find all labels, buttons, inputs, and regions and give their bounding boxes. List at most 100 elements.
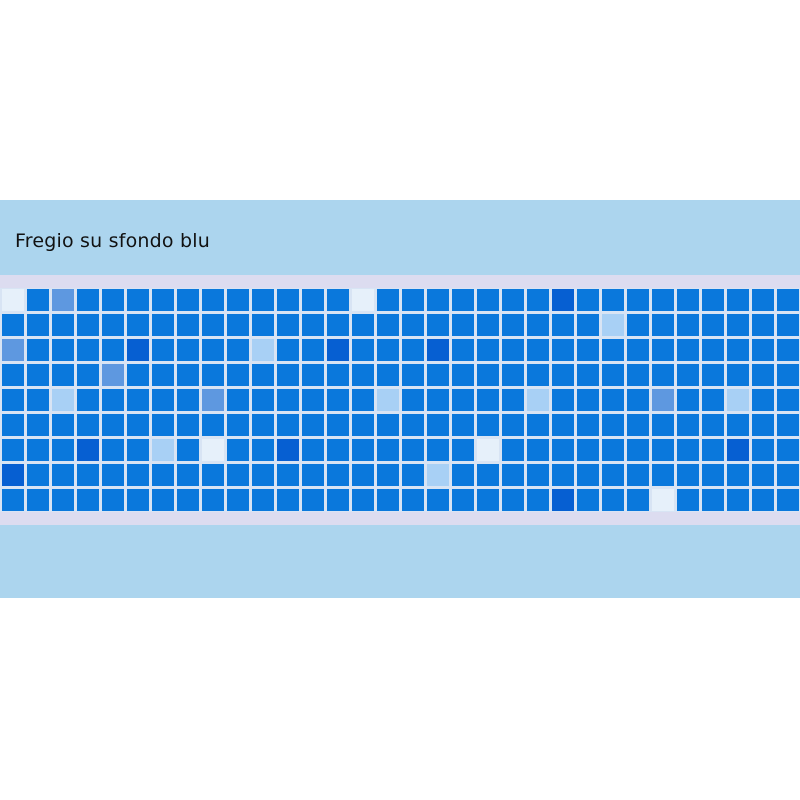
mosaic-tile [427, 364, 449, 386]
mosaic-tile [527, 439, 549, 461]
mosaic-tile [427, 464, 449, 486]
mosaic-tile [527, 464, 549, 486]
mosaic-tile [427, 489, 449, 511]
mosaic-tile [477, 414, 499, 436]
mosaic-tile [77, 389, 99, 411]
mosaic-tile [702, 339, 724, 361]
mosaic-tile [352, 364, 374, 386]
mosaic-tile [227, 339, 249, 361]
mosaic-tile [2, 314, 24, 336]
mosaic-tile [702, 389, 724, 411]
mosaic-tile [602, 364, 624, 386]
mosaic-tile [752, 364, 774, 386]
mosaic-tile [277, 464, 299, 486]
mosaic-tile [52, 414, 74, 436]
mosaic-tile [627, 389, 649, 411]
mosaic-tile [552, 439, 574, 461]
mosaic-tile [177, 439, 199, 461]
mosaic-tile [152, 414, 174, 436]
mosaic-tile [252, 489, 274, 511]
mosaic-tile [77, 289, 99, 311]
mosaic-tile [727, 314, 749, 336]
mosaic-tile [577, 464, 599, 486]
mosaic-tile [402, 314, 424, 336]
mosaic-tile [727, 414, 749, 436]
mosaic-tile [677, 464, 699, 486]
mosaic-tile [202, 289, 224, 311]
mosaic-tile [352, 464, 374, 486]
mosaic-tile [352, 389, 374, 411]
mosaic-tile [752, 339, 774, 361]
mosaic-tile [2, 414, 24, 436]
mosaic-tile [552, 314, 574, 336]
mosaic-tile [377, 389, 399, 411]
mosaic-tile [202, 339, 224, 361]
mosaic-tile [527, 364, 549, 386]
mosaic-tile [252, 364, 274, 386]
mosaic-tile [27, 364, 49, 386]
mosaic-tile [152, 439, 174, 461]
mosaic-tile [327, 339, 349, 361]
mosaic-tile [527, 289, 549, 311]
mosaic-tile [727, 389, 749, 411]
mosaic-tile [52, 364, 74, 386]
mosaic-tile [227, 414, 249, 436]
mosaic-tile [127, 489, 149, 511]
mosaic-tile [277, 439, 299, 461]
mosaic-tile [552, 339, 574, 361]
mosaic-tile [752, 464, 774, 486]
mosaic-tile [27, 389, 49, 411]
mosaic-tile [227, 464, 249, 486]
mosaic-tile [102, 489, 124, 511]
mosaic-tile [477, 314, 499, 336]
mosaic-tile [502, 364, 524, 386]
mosaic-tile [552, 414, 574, 436]
mosaic-tile [677, 314, 699, 336]
mosaic-tile [2, 489, 24, 511]
mosaic-tile [52, 314, 74, 336]
mosaic-tile [327, 489, 349, 511]
mosaic-tile [102, 314, 124, 336]
mosaic-tile [27, 464, 49, 486]
mosaic-tile [452, 289, 474, 311]
mosaic-tile [652, 489, 674, 511]
mosaic-tile [127, 339, 149, 361]
mosaic-tile [502, 314, 524, 336]
mosaic-tile [627, 414, 649, 436]
mosaic-tile [552, 289, 574, 311]
mosaic-tile [202, 414, 224, 436]
mosaic-tile [752, 414, 774, 436]
mosaic-tile [677, 414, 699, 436]
mosaic-tile [77, 439, 99, 461]
mosaic-tile [702, 314, 724, 336]
mosaic-tile [377, 314, 399, 336]
mosaic-tile [102, 364, 124, 386]
mosaic-tile [152, 464, 174, 486]
mosaic-tile [402, 289, 424, 311]
mosaic-tile [177, 314, 199, 336]
mosaic-tile [2, 364, 24, 386]
mosaic-tile [302, 339, 324, 361]
mosaic-tile [402, 339, 424, 361]
mosaic-tile [402, 464, 424, 486]
mosaic-tile [777, 414, 799, 436]
mosaic-tile [577, 314, 599, 336]
mosaic-tile [652, 414, 674, 436]
mosaic-tile [627, 289, 649, 311]
mosaic-tile [152, 489, 174, 511]
mosaic-tile [602, 289, 624, 311]
mosaic-tile [502, 389, 524, 411]
mosaic-tile [77, 414, 99, 436]
product-title: Fregio su sfondo blu [15, 230, 210, 252]
mosaic-tile [627, 464, 649, 486]
mosaic-tile [377, 414, 399, 436]
mosaic-tile [227, 289, 249, 311]
mosaic-tile [402, 364, 424, 386]
mosaic-tile [777, 339, 799, 361]
mosaic-tile [102, 339, 124, 361]
mosaic-tile [477, 289, 499, 311]
mosaic-tile [477, 364, 499, 386]
mosaic-tile [702, 289, 724, 311]
mosaic-tile [377, 289, 399, 311]
mosaic-tile [327, 364, 349, 386]
